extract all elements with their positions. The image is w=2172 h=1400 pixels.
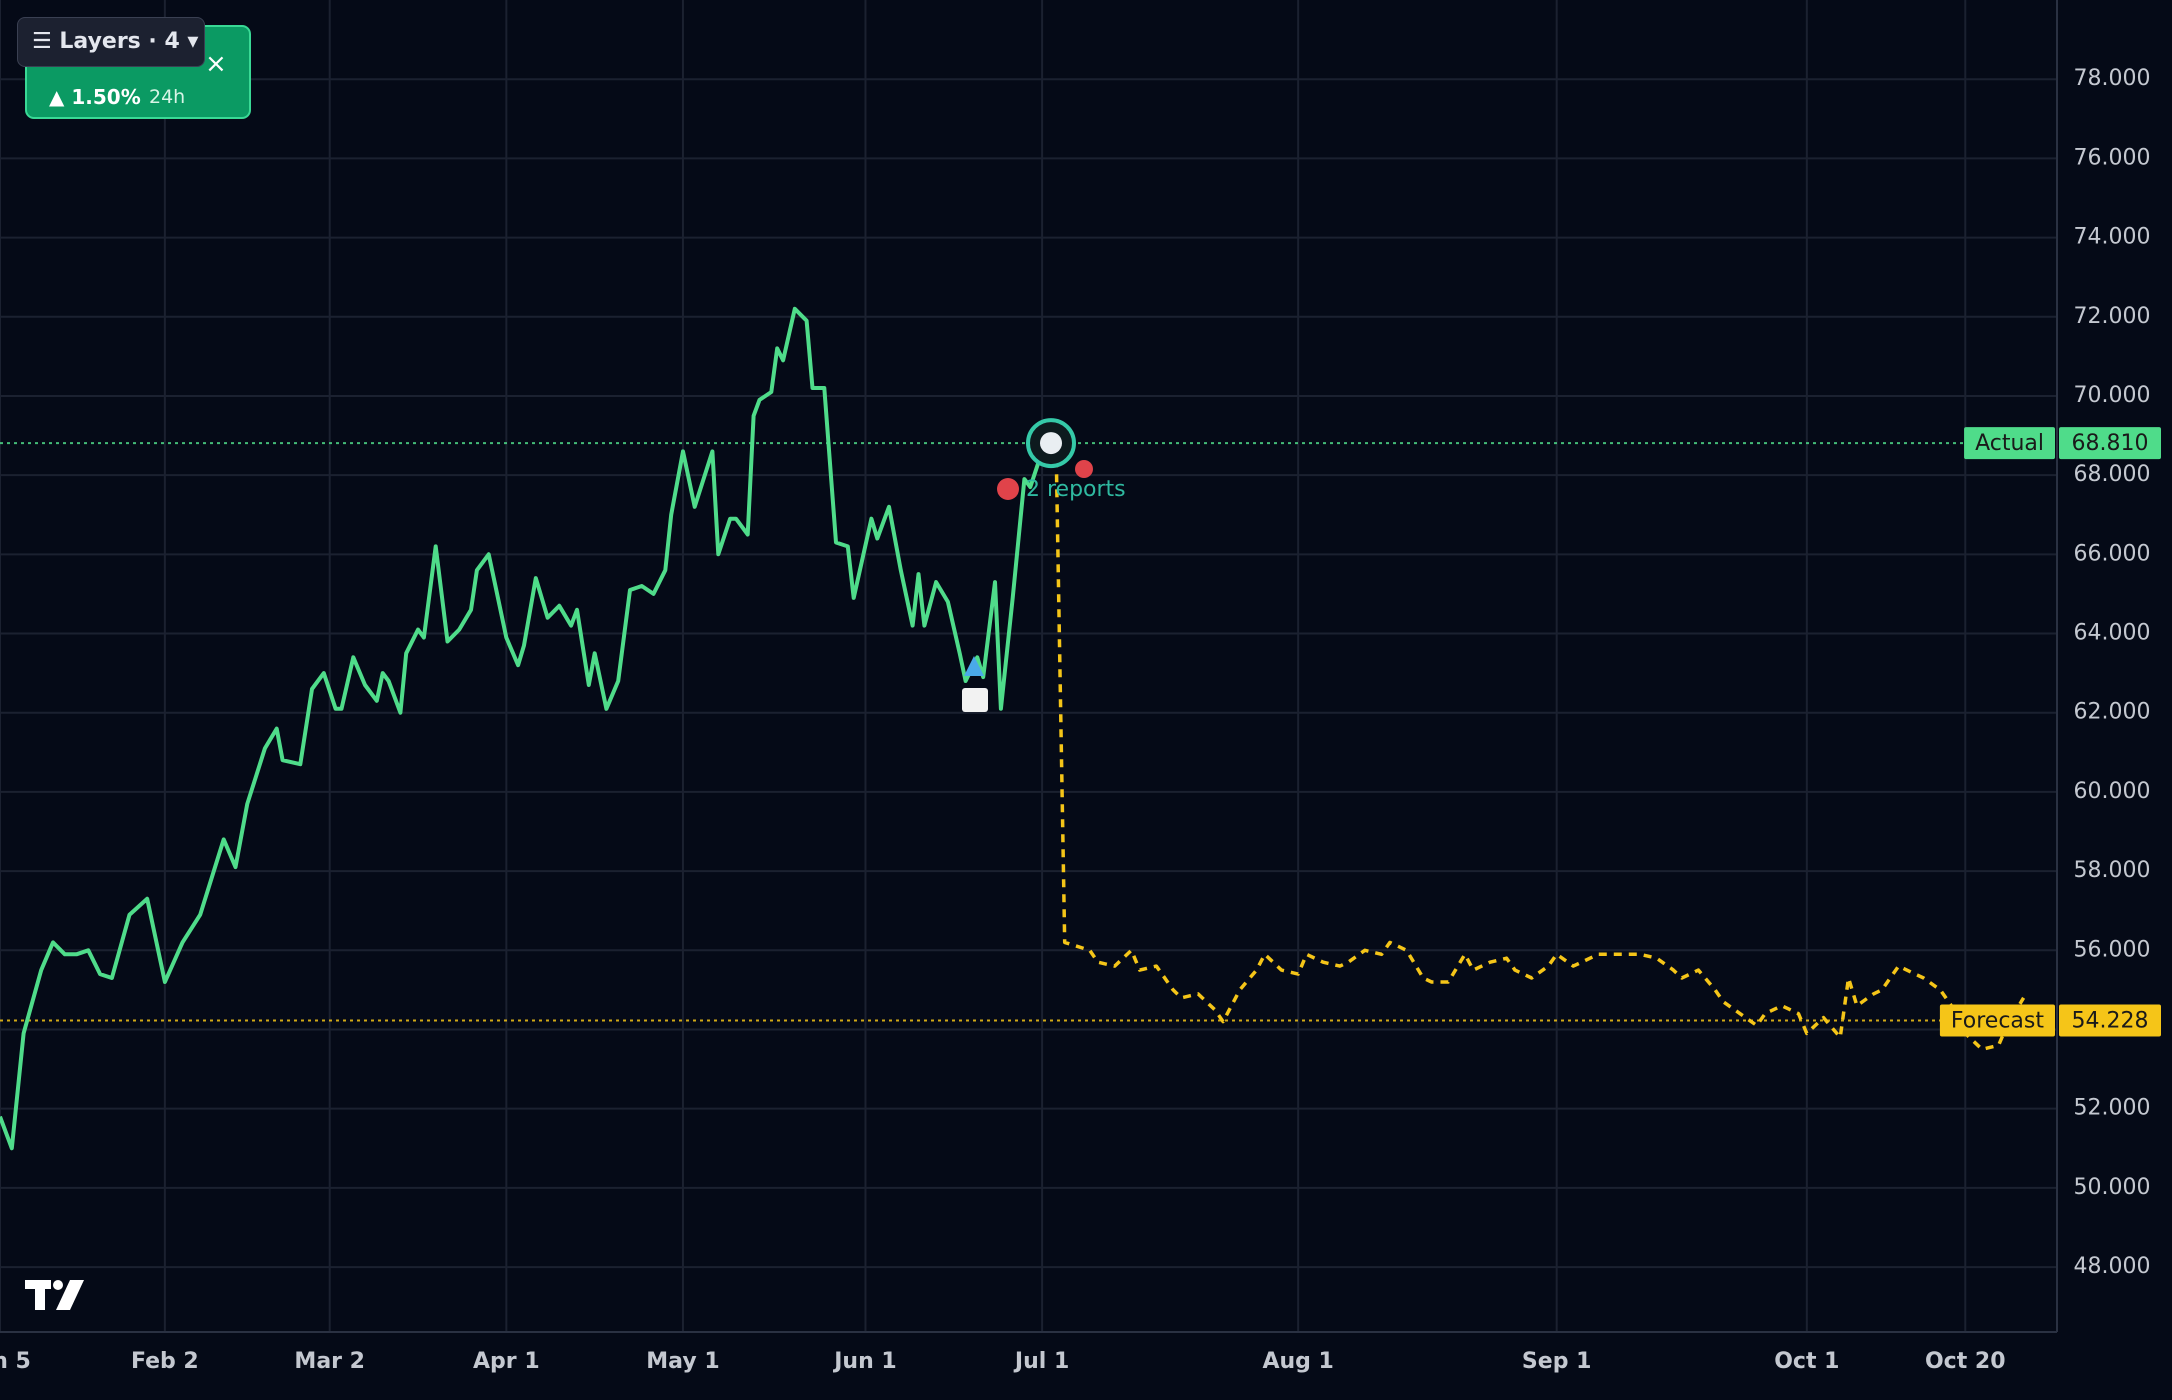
tv-logo (25, 1280, 84, 1310)
x-tick-label: Feb 2 (131, 1349, 199, 1374)
chart-icon (962, 688, 988, 712)
tag-name: Forecast (1951, 1008, 2044, 1033)
x-tick-label: Sep 1 (1522, 1349, 1591, 1374)
y-tick-label: 48.000 (2074, 1254, 2151, 1279)
x-tick-label: Jul 1 (1013, 1349, 1069, 1374)
x-tick-label: May 1 (646, 1349, 719, 1374)
y-tick-label: 50.000 (2074, 1175, 2151, 1200)
tag-name: Actual (1975, 431, 2044, 456)
series-line (1054, 459, 2026, 1052)
tag-value: 68.810 (2072, 431, 2149, 456)
price-tag: Actual 68.810 (1964, 427, 2161, 460)
change: ▲ 1.50% (49, 85, 141, 109)
x-tick-label: Mar 2 (294, 1349, 365, 1374)
price-tag: Forecast 54.228 (1939, 1004, 2161, 1037)
tag-value-box (2059, 427, 2161, 460)
x-tick-label: Jun 1 (832, 1349, 896, 1374)
y-tick-label: 68.000 (2074, 462, 2151, 487)
y-tick-label: 52.000 (2074, 1096, 2151, 1121)
tag-value-box (2059, 1004, 2161, 1037)
close-button[interactable]: × (205, 49, 227, 79)
target-icon (997, 478, 1019, 500)
y-tick-label: 72.000 (2074, 304, 2151, 329)
y-tick-label: 70.000 (2074, 383, 2151, 408)
event-icon (1040, 432, 1062, 455)
tag-value: 54.228 (2072, 1008, 2149, 1033)
reports-label: 2 reports (1026, 477, 1126, 502)
y-tick-label: 64.000 (2074, 621, 2151, 646)
y-tick-label: 78.000 (2074, 66, 2151, 91)
y-tick-label: 74.000 (2074, 225, 2151, 250)
y-tick-label: 60.000 (2074, 779, 2151, 804)
target-icon (1075, 460, 1093, 478)
y-tick-label: 62.000 (2074, 700, 2151, 725)
x-tick-label: Aug 1 (1262, 1349, 1333, 1374)
y-tick-label: 66.000 (2074, 541, 2151, 566)
x-tick-label: Oct 20 (1925, 1349, 2006, 1374)
x-tick-label: Jan 5 (0, 1349, 31, 1374)
y-tick-label: 76.000 (2074, 145, 2151, 170)
tag-name-box (1964, 427, 2055, 460)
series-line (0, 306, 1050, 1151)
period: 24h (149, 86, 186, 108)
layers-button[interactable]: ☰ Layers · 4 ▾ (17, 17, 205, 67)
y-tick-label: 56.000 (2074, 937, 2151, 962)
up-icon (964, 656, 984, 676)
tag-name-box (1939, 1004, 2055, 1037)
x-tick-label: Oct 1 (1774, 1349, 1839, 1374)
x-tick-label: Apr 1 (473, 1349, 540, 1374)
y-tick-label: 58.000 (2074, 858, 2151, 883)
